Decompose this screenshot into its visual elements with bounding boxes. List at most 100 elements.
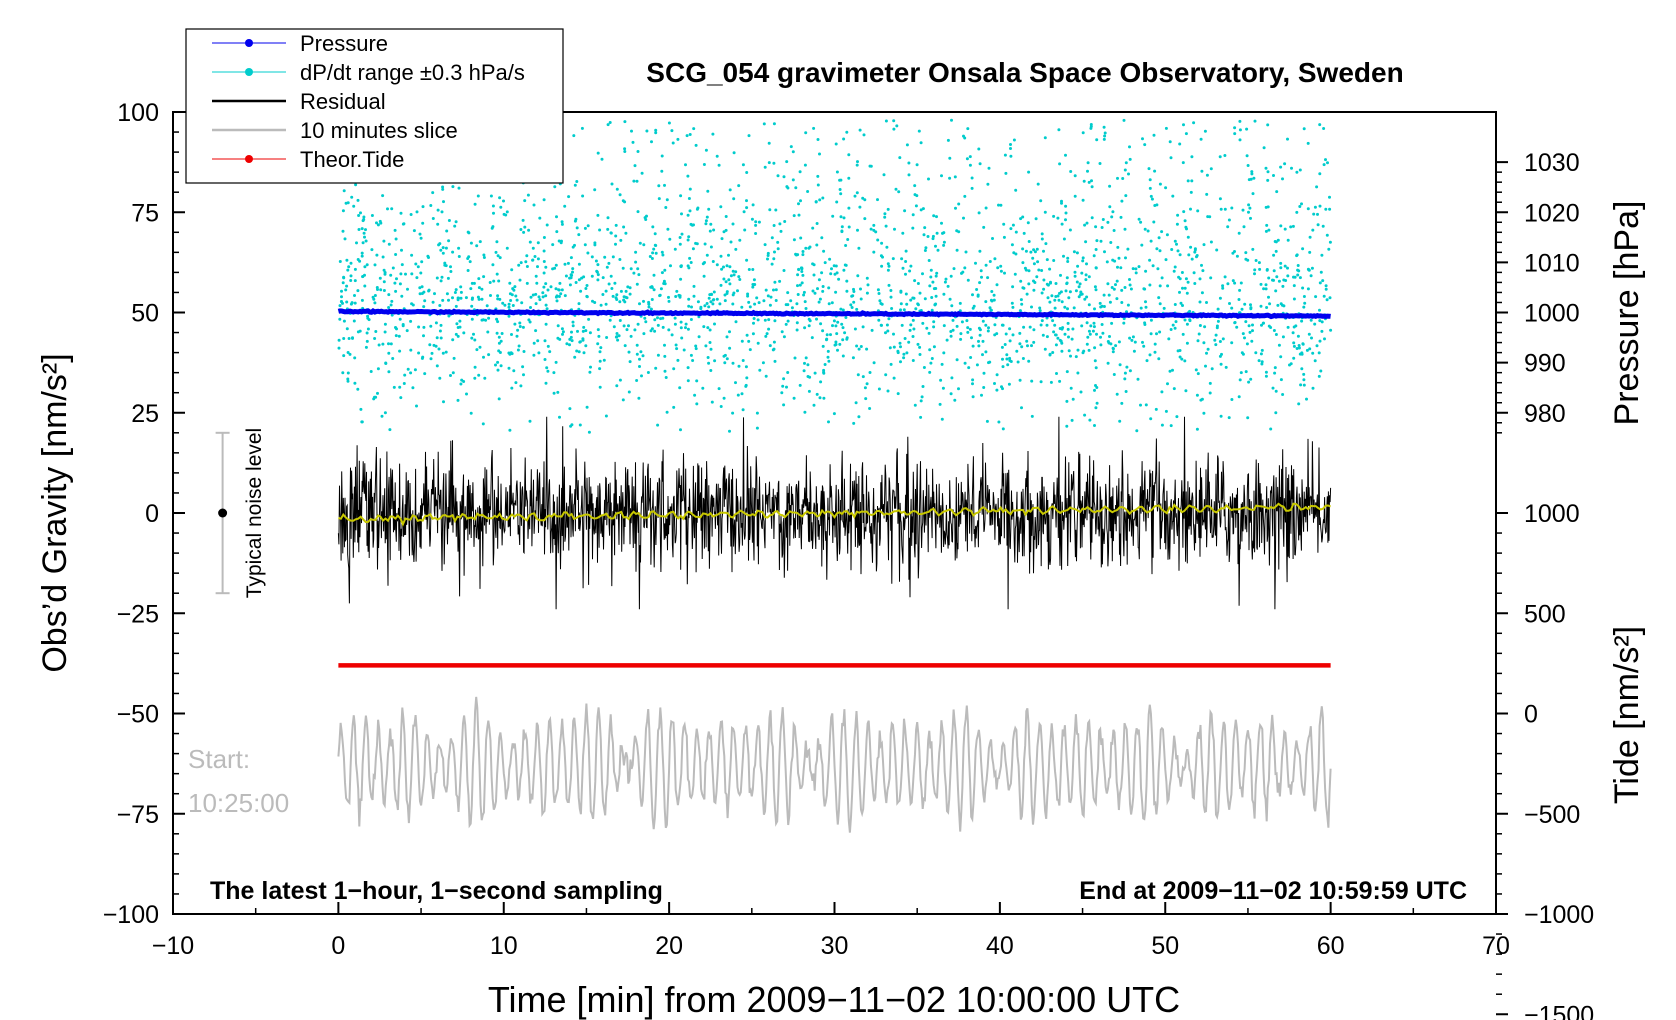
dpdt-point (773, 359, 777, 363)
dpdt-point (1073, 274, 1077, 278)
dpdt-point (1196, 339, 1200, 343)
dpdt-point (636, 322, 640, 326)
dpdt-point (1040, 319, 1044, 323)
dpdt-point (1168, 369, 1172, 373)
dpdt-point (628, 360, 632, 364)
dpdt-point (857, 246, 861, 250)
dpdt-point (1086, 335, 1090, 339)
dpdt-point (908, 269, 912, 273)
dpdt-point (886, 207, 890, 211)
dpdt-point (863, 386, 867, 390)
dpdt-point (430, 351, 434, 355)
dpdt-point (1189, 207, 1192, 211)
dpdt-point (441, 246, 445, 250)
dpdt-point (471, 296, 474, 300)
dpdt-point (772, 347, 776, 351)
dpdt-point (1043, 210, 1047, 214)
dpdt-point (544, 381, 548, 385)
dpdt-point (1119, 266, 1123, 270)
dpdt-point (762, 122, 766, 126)
dpdt-point (626, 285, 630, 289)
dpdt-point (1321, 279, 1325, 283)
dpdt-point (934, 244, 937, 248)
dpdt-point (909, 264, 913, 268)
dpdt-point (541, 291, 545, 295)
dpdt-point (1000, 323, 1004, 327)
dpdt-point (944, 277, 948, 281)
dpdt-point (383, 330, 387, 334)
dpdt-point (1297, 402, 1301, 406)
dpdt-point (919, 141, 923, 145)
dpdt-point (1272, 174, 1275, 177)
dpdt-point (993, 323, 997, 327)
dpdt-point (618, 258, 622, 261)
dpdt-point (954, 206, 957, 210)
dpdt-point (1281, 284, 1285, 288)
dpdt-point (577, 233, 581, 237)
dpdt-point (1087, 275, 1091, 279)
dpdt-point (619, 289, 623, 293)
dpdt-point (582, 325, 586, 329)
dpdt-point (1153, 169, 1157, 173)
dpdt-point (1199, 137, 1203, 141)
dpdt-point (757, 220, 761, 224)
dpdt-point (1244, 251, 1248, 255)
dpdt-point (741, 408, 745, 412)
dpdt-point (1083, 223, 1087, 227)
legend-marker (245, 68, 253, 76)
dpdt-point (527, 228, 531, 232)
dpdt-point (645, 129, 649, 133)
dpdt-point (1181, 304, 1184, 307)
pressure-series (337, 307, 1331, 320)
dpdt-point (913, 184, 917, 188)
dpdt-point (1181, 286, 1184, 290)
dpdt-point (1031, 256, 1035, 260)
dpdt-point (803, 326, 807, 330)
axes: −10 0 10 20 30 40 50 60 70−100−75−50−25025507510… (103, 99, 1595, 1020)
dpdt-point (555, 215, 558, 219)
dpdt-point (1123, 168, 1127, 172)
dpdt-point (1242, 225, 1246, 229)
dpdt-point (1283, 162, 1287, 166)
dpdt-point (673, 316, 677, 320)
dpdt-point (519, 228, 523, 231)
dpdt-point (1043, 347, 1047, 351)
dpdt-point (1120, 301, 1124, 304)
dpdt-point (609, 274, 613, 278)
dpdt-point (627, 390, 631, 394)
dpdt-point (1166, 284, 1170, 288)
dpdt-point (1246, 164, 1250, 167)
dpdt-point (1209, 240, 1213, 244)
dpdt-point (752, 278, 756, 282)
dpdt-point (382, 239, 386, 243)
dpdt-point (1001, 357, 1004, 361)
dpdt-point (780, 391, 784, 395)
dpdt-point (638, 302, 641, 306)
dpdt-point (762, 299, 766, 303)
slice-line (337, 696, 1332, 833)
dpdt-point (662, 279, 666, 283)
dpdt-point (456, 326, 460, 329)
dpdt-point (817, 278, 821, 282)
dpdt-point (863, 217, 867, 221)
dpdt-point (732, 197, 736, 201)
dpdt-point (1121, 177, 1125, 180)
dpdt-point (924, 246, 928, 250)
dpdt-point (509, 299, 513, 302)
dpdt-point (816, 174, 820, 178)
dpdt-point (480, 297, 484, 301)
dpdt-point (834, 264, 838, 268)
dpdt-point (785, 385, 788, 389)
dpdt-point (770, 262, 774, 266)
dpdt-point (1318, 339, 1322, 343)
dpdt-point (465, 392, 468, 396)
dpdt-point (565, 342, 569, 346)
dpdt-point (1085, 342, 1089, 346)
dpdt-point (1188, 318, 1192, 322)
dpdt-point (1205, 173, 1209, 177)
dpdt-point (1067, 349, 1071, 353)
dpdt-point (876, 288, 880, 292)
dpdt-point (674, 295, 678, 298)
dpdt-point (864, 397, 868, 401)
